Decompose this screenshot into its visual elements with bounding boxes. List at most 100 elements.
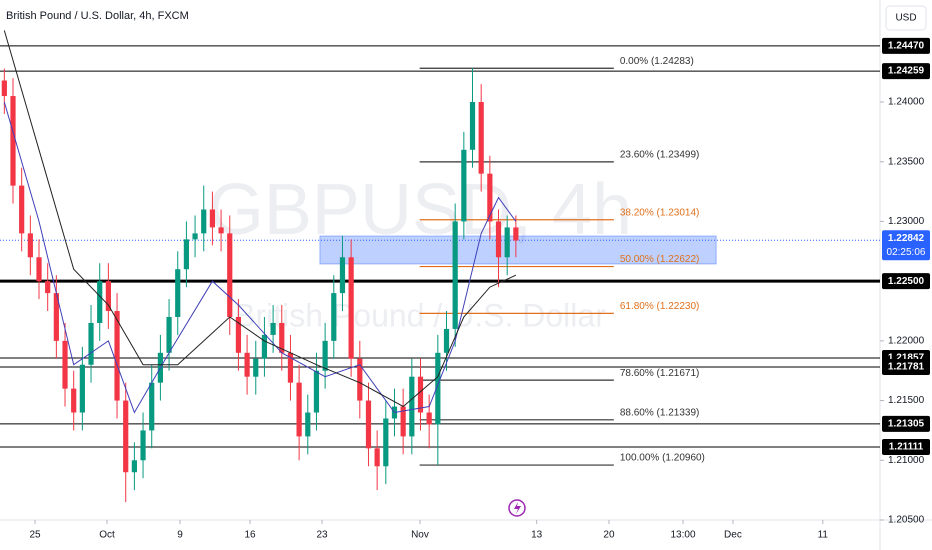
candle-body	[114, 311, 120, 401]
y-tick-label: 1.22000	[888, 336, 925, 347]
watermark: GBPUSD, 4h	[208, 170, 632, 250]
level-tag	[882, 359, 930, 376]
level-tag-label: 1.24470	[888, 41, 925, 52]
candle-body	[131, 460, 137, 473]
candle-body	[322, 340, 328, 371]
x-tick-label: 13	[531, 530, 543, 541]
moving-average	[3, 30, 517, 408]
fib-label: 50.00% (1.22622)	[620, 254, 700, 265]
candle-body	[97, 281, 103, 323]
currency-label[interactable]: USD	[895, 13, 916, 24]
x-tick-label: 16	[244, 530, 256, 541]
candle-body	[383, 418, 389, 467]
candle-body	[313, 370, 320, 413]
y-tick-label: 1.23000	[888, 216, 925, 227]
candle-body	[253, 358, 259, 377]
candle-body	[435, 352, 441, 425]
y-tick-label: 1.24000	[888, 97, 925, 108]
candle-body	[443, 328, 450, 353]
candle-body	[365, 400, 372, 449]
x-tick-label: 11	[818, 530, 829, 541]
fib-label: 38.20% (1.23014)	[620, 207, 700, 218]
candle-body	[487, 173, 493, 222]
watermark-subtitle: British Pound / U.S. Dollar	[234, 297, 606, 333]
last-price-tag	[882, 230, 930, 261]
level-tag-label: 1.21305	[888, 419, 925, 430]
candle-body	[461, 149, 467, 222]
y-tick-label: 1.21500	[888, 395, 925, 406]
fib-label: 88.60% (1.21339)	[620, 407, 700, 418]
candle-body	[305, 412, 311, 437]
event-icon-bolt	[514, 502, 521, 514]
y-tick-label: 1.20500	[888, 515, 925, 526]
candle-body	[469, 102, 476, 150]
candle-body	[183, 239, 190, 270]
moving-average	[3, 101, 517, 414]
candle-body	[227, 233, 233, 317]
candle-body	[235, 316, 242, 353]
x-tick-label: Dec	[724, 530, 742, 541]
level-tag-label: 1.21857	[888, 353, 925, 364]
candle-body	[1, 80, 7, 97]
candle-body	[296, 382, 302, 437]
x-tick-label: 13:00	[671, 530, 696, 541]
candle-body	[166, 316, 172, 353]
plot	[0, 30, 880, 503]
fib-label: 100.00% (1.20960)	[620, 453, 705, 464]
level-tag	[882, 439, 930, 456]
x-tick-label: 9	[177, 530, 183, 541]
x-tick-label: 20	[603, 530, 615, 541]
candle-body	[287, 352, 294, 383]
candle-body	[10, 96, 16, 186]
candle-body	[218, 227, 224, 234]
level-tag	[882, 415, 930, 432]
candle-body	[426, 412, 432, 425]
candle-body	[71, 388, 77, 413]
x-tick-label: 23	[316, 530, 328, 541]
candle-body	[140, 430, 146, 461]
candle-body	[374, 448, 380, 467]
candle-body	[331, 293, 337, 341]
chart-title: British Pound / U.S. Dollar, 4h, FXCM	[6, 10, 189, 22]
x-tick-label: Oct	[99, 530, 115, 541]
level-tag	[882, 63, 930, 80]
currency-button[interactable]	[885, 5, 927, 31]
candle-body	[339, 257, 346, 294]
y-tick-label: 1.21000	[888, 455, 925, 466]
candle-body	[36, 257, 42, 282]
candle-body	[357, 358, 363, 401]
event-icon[interactable]	[508, 499, 526, 517]
candle-body	[504, 227, 510, 258]
fib-label: 0.00% (1.24283)	[620, 56, 694, 67]
candle-body	[417, 376, 424, 413]
candle-body	[53, 293, 59, 341]
candle-body	[452, 221, 458, 329]
candle-body	[105, 281, 111, 312]
countdown: 02:25:06	[887, 247, 926, 258]
y-tick-label: 1.23500	[888, 156, 925, 167]
last-price-label: 1.22842	[888, 233, 925, 244]
candle-body	[201, 209, 207, 234]
candle-body	[270, 322, 276, 335]
level-tag	[882, 273, 930, 290]
candle-body	[88, 322, 94, 365]
candle-body	[513, 227, 519, 241]
candle-body	[244, 352, 250, 377]
x-tick-label: Nov	[411, 530, 429, 541]
x-tick-label: 25	[29, 530, 41, 541]
candle-body	[478, 102, 484, 174]
level-tag-label: 1.24259	[888, 66, 925, 77]
fib-label: 23.60% (1.23499)	[620, 149, 700, 160]
candle-body	[261, 334, 268, 359]
candle-body	[62, 340, 68, 389]
candle-body	[45, 281, 51, 294]
candle-body	[400, 406, 406, 437]
candle-body	[409, 376, 415, 437]
candle-body	[209, 209, 216, 228]
candle-body	[19, 185, 25, 234]
level-tag-label: 1.22500	[888, 276, 925, 287]
candle-body	[175, 269, 181, 317]
candle-body	[27, 233, 33, 258]
level-tag-label: 1.21781	[888, 362, 925, 373]
